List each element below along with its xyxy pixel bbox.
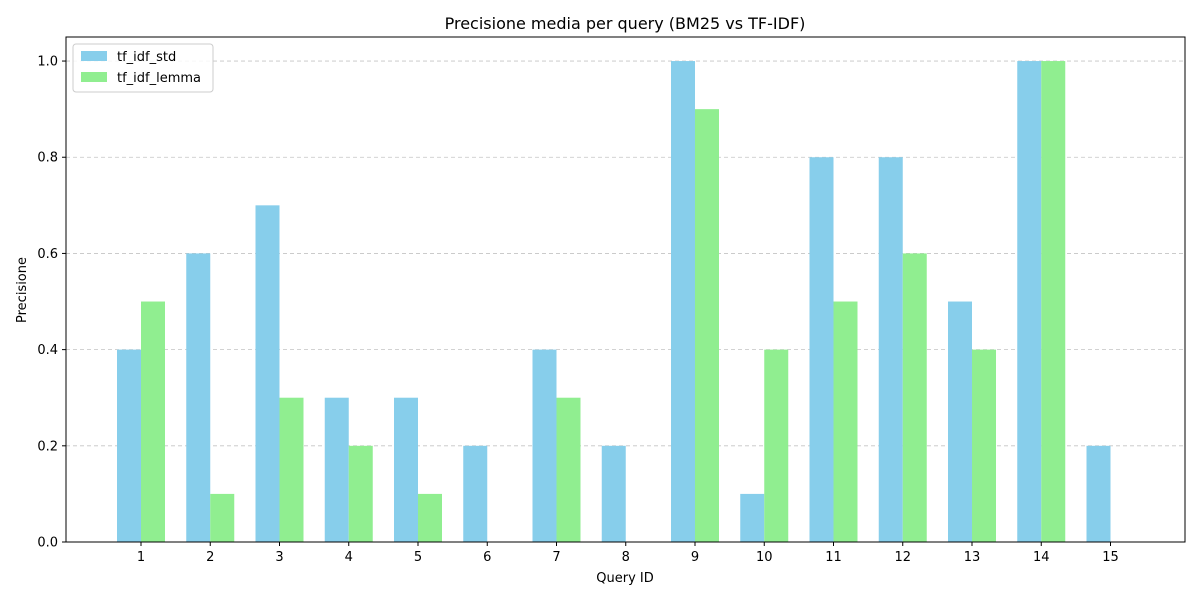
grid-layer: [66, 60, 1185, 447]
bar-tf-idf-std-1: [117, 349, 141, 542]
bar-tf-idf-std-15: [1086, 445, 1111, 542]
x-axis-label: Query ID: [596, 571, 653, 586]
x-tick-label: 7: [552, 550, 560, 565]
bar-tf-idf-lemma-13: [972, 349, 996, 542]
y-tick-label: 0.2: [37, 439, 58, 454]
bar-tf-idf-std-13: [948, 301, 972, 542]
axes-layer: 0.00.20.40.60.81.01 2 3 4 5 6 7 8 9 10 11 12 13 14 15: [37, 36, 1186, 565]
y-tick-label: 0.6: [37, 247, 58, 262]
bar-tf-idf-std-7: [532, 349, 557, 542]
legend-swatch-tf-idf-lemma: [81, 72, 107, 82]
x-tick-label: 10: [756, 550, 773, 565]
x-tick-label: 9: [691, 550, 699, 565]
legend-label-tf-idf-lemma: tf_idf_lemma: [117, 71, 201, 86]
x-tick-label: 13: [964, 550, 981, 565]
bar-tf-idf-std-5: [394, 397, 418, 542]
y-tick-label: 0.0: [37, 536, 58, 551]
bar-tf-idf-lemma-14: [1041, 61, 1066, 543]
bar-tf-idf-std-11: [809, 157, 834, 542]
legend-box: [72, 43, 214, 93]
bar-tf-idf-lemma-9: [695, 109, 719, 543]
chart-title: Precisione media per query (BM25 vs TF-I…: [445, 14, 806, 33]
bar-tf-idf-std-12: [878, 157, 903, 542]
bar-tf-idf-lemma-1: [141, 301, 165, 542]
x-tick-label: 12: [894, 550, 911, 565]
bars-layer: [117, 61, 1111, 543]
bar-tf-idf-lemma-10: [764, 349, 789, 542]
bar-tf-idf-std-10: [740, 493, 765, 542]
legend-label-tf-idf-std: tf_idf_std: [117, 50, 176, 65]
legend-swatch-tf-idf-std: [81, 51, 107, 61]
bar-tf-idf-std-8: [601, 445, 626, 542]
bar-tf-idf-std-14: [1017, 61, 1042, 543]
bar-tf-idf-std-9: [671, 61, 695, 543]
bar-tf-idf-std-2: [186, 253, 211, 542]
y-tick-label: 1.0: [37, 55, 58, 70]
x-tick-label: 14: [1033, 550, 1050, 565]
bar-tf-idf-lemma-3: [279, 397, 304, 542]
y-tick-label: 0.4: [37, 343, 58, 358]
y-axis-label: Precisione: [15, 257, 30, 323]
x-tick-label: 11: [825, 550, 842, 565]
bar-tf-idf-lemma-4: [348, 445, 373, 542]
x-tick-label: 3: [275, 550, 283, 565]
x-tick-label: 2: [206, 550, 214, 565]
bar-tf-idf-lemma-5: [418, 493, 442, 542]
x-tick-label: 4: [345, 550, 353, 565]
x-tick-label: 1: [137, 550, 145, 565]
bar-tf-idf-std-4: [324, 397, 349, 542]
bar-tf-idf-lemma-2: [210, 493, 235, 542]
legend: tf_idf_std tf_idf_lemma: [72, 43, 214, 93]
x-tick-label: 15: [1102, 550, 1119, 565]
bar-tf-idf-lemma-12: [902, 253, 927, 542]
bar-tf-idf-lemma-7: [556, 397, 581, 542]
bar-tf-idf-std-3: [255, 205, 280, 543]
x-tick-label: 6: [483, 550, 491, 565]
y-tick-label: 0.8: [37, 151, 58, 166]
bar-tf-idf-lemma-11: [833, 301, 858, 542]
bar-tf-idf-std-6: [463, 445, 488, 542]
x-tick-label: 5: [414, 550, 422, 565]
x-tick-label: 8: [622, 550, 630, 565]
